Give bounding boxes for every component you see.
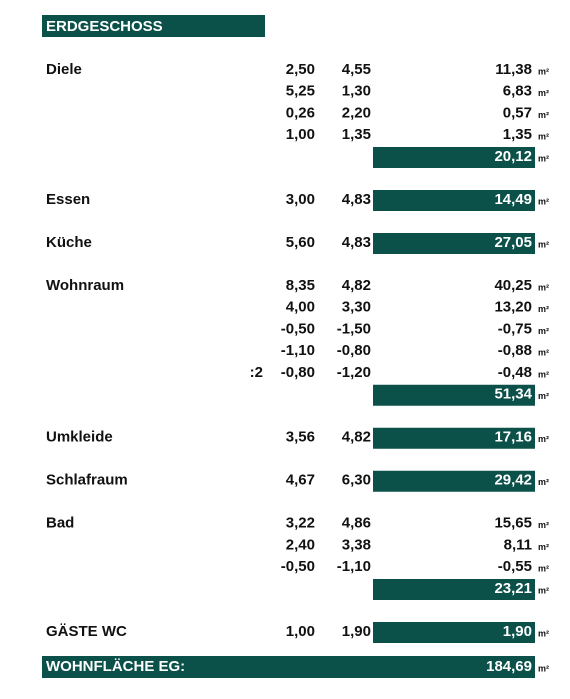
unit: m² bbox=[538, 153, 549, 163]
area: -0,88 bbox=[498, 342, 532, 359]
row-prefix: :2 bbox=[250, 364, 263, 381]
length: 5,60 bbox=[286, 234, 315, 251]
unit: m² bbox=[538, 564, 549, 574]
room-total: 51,34 bbox=[494, 386, 532, 403]
length: 4,67 bbox=[286, 472, 315, 489]
unit: m² bbox=[538, 477, 549, 487]
width: 1,90 bbox=[342, 623, 371, 640]
area: -0,75 bbox=[498, 320, 532, 337]
area: 1,35 bbox=[503, 126, 532, 143]
room-name: Bad bbox=[46, 515, 74, 532]
unit: m² bbox=[538, 628, 549, 638]
width: -1,20 bbox=[337, 364, 371, 381]
room-name: Küche bbox=[46, 234, 92, 251]
footer-bar bbox=[42, 656, 535, 678]
area: 11,38 bbox=[495, 61, 532, 78]
width: 3,30 bbox=[342, 299, 371, 316]
width: 6,30 bbox=[342, 472, 371, 489]
room-name: Umkleide bbox=[46, 429, 113, 446]
total-box bbox=[373, 190, 535, 211]
room-total: 23,21 bbox=[494, 580, 532, 597]
unit: m² bbox=[538, 282, 549, 292]
length: 1,00 bbox=[286, 126, 315, 143]
width: 2,20 bbox=[342, 104, 371, 121]
room-name: Essen bbox=[46, 191, 90, 208]
area: 15,65 bbox=[494, 515, 532, 532]
width: -1,10 bbox=[337, 558, 371, 575]
length: 3,00 bbox=[286, 191, 315, 208]
total-box bbox=[373, 384, 535, 406]
unit: m² bbox=[538, 132, 549, 142]
area: 0,57 bbox=[503, 104, 532, 121]
width: -1,50 bbox=[337, 320, 371, 337]
unit: m² bbox=[538, 304, 549, 314]
width: -0,80 bbox=[337, 342, 371, 359]
total-box bbox=[373, 579, 535, 600]
unit: m² bbox=[538, 110, 549, 120]
unit: m² bbox=[538, 348, 549, 358]
footer-total: 184,69 bbox=[486, 658, 532, 675]
total-box bbox=[373, 470, 535, 492]
width: 1,35 bbox=[342, 126, 371, 143]
length: 2,40 bbox=[286, 536, 315, 553]
width: 4,83 bbox=[342, 191, 371, 208]
room-name: Schlafraum bbox=[46, 472, 128, 489]
unit: m² bbox=[538, 88, 549, 98]
total-box bbox=[373, 233, 535, 254]
total-box bbox=[373, 622, 535, 643]
unit: m² bbox=[538, 196, 549, 206]
length: 2,50 bbox=[286, 61, 315, 78]
length: -1,10 bbox=[281, 342, 315, 359]
room-name: Wohnraum bbox=[46, 277, 124, 294]
width: 1,30 bbox=[342, 83, 371, 100]
unit: m² bbox=[538, 239, 549, 249]
unit: m² bbox=[538, 66, 549, 76]
length: -0,50 bbox=[281, 558, 315, 575]
length: 4,00 bbox=[286, 299, 315, 316]
length: 0,26 bbox=[286, 104, 315, 121]
area: 14,49 bbox=[494, 191, 532, 208]
width: 4,82 bbox=[342, 277, 371, 294]
area: -0,48 bbox=[498, 364, 532, 381]
unit: m² bbox=[538, 585, 549, 595]
footer-label: WOHNFLÄCHE EG: bbox=[46, 658, 185, 675]
header-title: ERDGESCHOSS bbox=[46, 18, 163, 35]
unit: m² bbox=[538, 520, 549, 530]
unit: m² bbox=[538, 326, 549, 336]
length: 3,56 bbox=[286, 429, 315, 446]
length: -0,80 bbox=[281, 364, 315, 381]
area: 6,83 bbox=[503, 83, 532, 100]
room-name: GÄSTE WC bbox=[46, 623, 127, 640]
unit: m² bbox=[538, 663, 549, 673]
width: 3,38 bbox=[342, 536, 371, 553]
unit: m² bbox=[538, 542, 549, 552]
area: -0,55 bbox=[498, 558, 532, 575]
width: 4,82 bbox=[342, 429, 371, 446]
width: 4,55 bbox=[342, 61, 371, 78]
total-box bbox=[373, 427, 535, 449]
length: -0,50 bbox=[281, 320, 315, 337]
area: 27,05 bbox=[494, 234, 532, 251]
header-bar bbox=[42, 15, 265, 37]
width: 4,86 bbox=[342, 515, 371, 532]
total-box bbox=[373, 147, 535, 168]
room-name: Diele bbox=[46, 61, 82, 78]
area: 1,90 bbox=[503, 623, 532, 640]
area: 13,20 bbox=[494, 299, 532, 316]
area: 29,42 bbox=[494, 472, 532, 489]
room-total: 20,12 bbox=[494, 148, 532, 165]
area: 40,25 bbox=[494, 277, 532, 294]
area: 8,11 bbox=[504, 536, 532, 553]
length: 3,22 bbox=[286, 515, 315, 532]
length: 5,25 bbox=[286, 83, 315, 100]
length: 1,00 bbox=[286, 623, 315, 640]
unit: m² bbox=[538, 369, 549, 379]
unit: m² bbox=[538, 391, 549, 401]
area: 17,16 bbox=[494, 429, 532, 446]
unit: m² bbox=[538, 434, 549, 444]
width: 4,83 bbox=[342, 234, 371, 251]
length: 8,35 bbox=[286, 277, 315, 294]
